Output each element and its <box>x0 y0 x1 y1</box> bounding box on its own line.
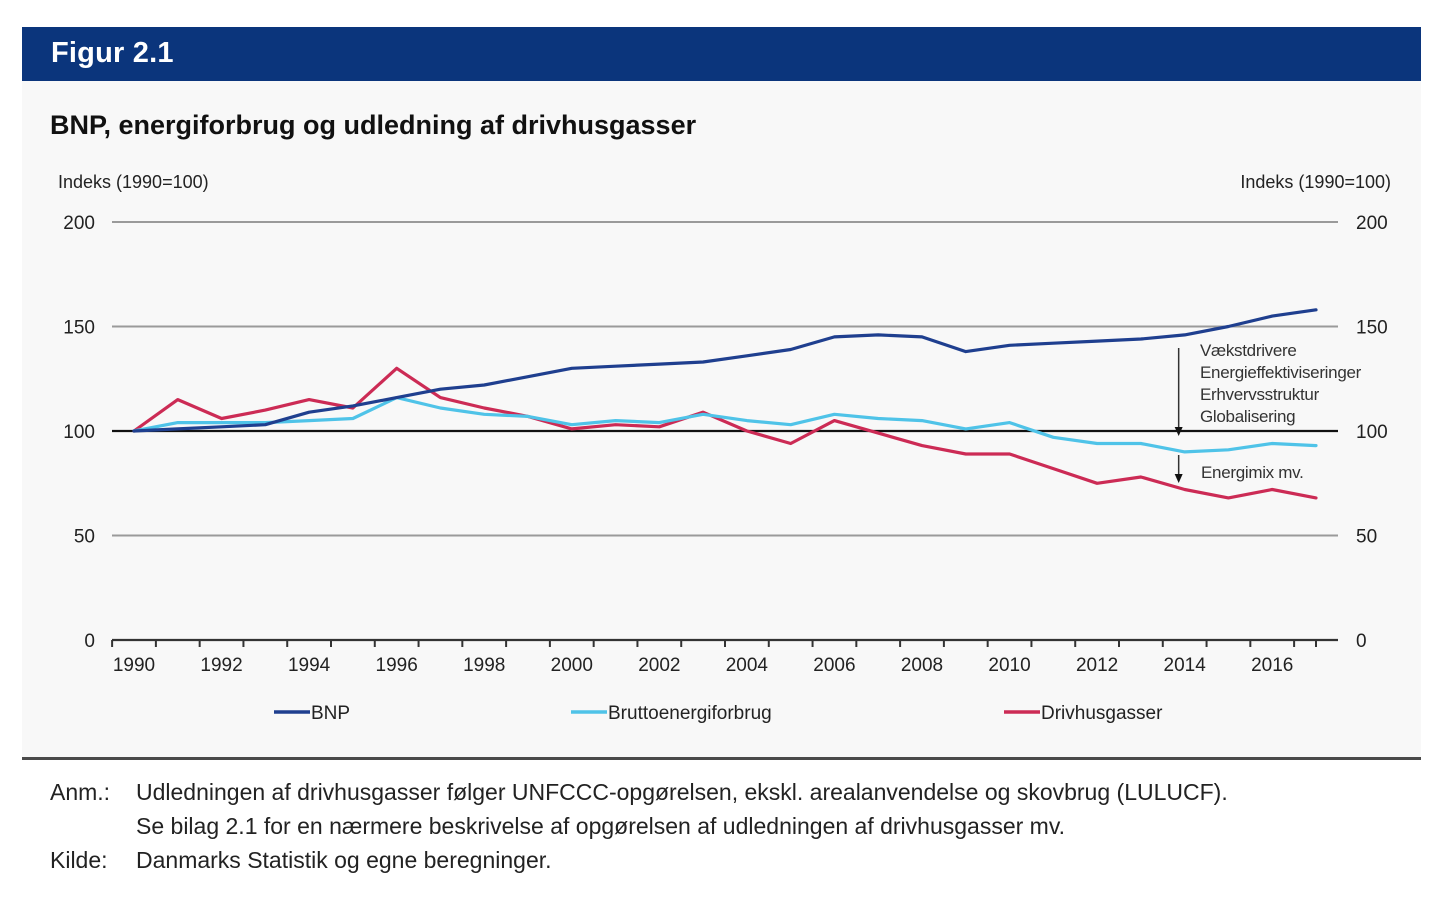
annotation-label: Energimix mv. <box>1201 463 1304 482</box>
y-tick-label-left: 100 <box>63 422 95 443</box>
x-tick-label: 2004 <box>726 655 769 676</box>
chart-title: BNP, energiforbrug og udledning af drivh… <box>50 110 697 140</box>
x-tick-label: 1992 <box>200 655 242 676</box>
notes: Anm.: Udledningen af drivhusgasser følge… <box>50 775 1228 877</box>
x-tick-label: 1994 <box>288 655 331 676</box>
annotation-label: Vækstdrivere <box>1200 341 1297 360</box>
x-tick-label: 1990 <box>113 655 155 676</box>
note-text-1: Udledningen af drivhusgasser følger UNFC… <box>136 779 1228 805</box>
annotation-label: Energieffektiviseringer <box>1200 363 1362 382</box>
y-tick-label-left: 150 <box>63 318 95 339</box>
x-tick-label: 1996 <box>376 655 418 676</box>
arrowhead-icon <box>1174 427 1183 436</box>
x-tick-label: 2002 <box>638 655 680 676</box>
x-tick-label: 2006 <box>813 655 855 676</box>
y-tick-label-right: 150 <box>1356 318 1388 339</box>
x-tick-label: 2000 <box>551 655 593 676</box>
annotation-label: Erhvervsstruktur <box>1200 385 1320 404</box>
y-tick-label-right: 100 <box>1356 422 1388 443</box>
note-text-2: Se bilag 2.1 for en nærmere beskrivelse … <box>136 813 1066 839</box>
annotation-label: Globalisering <box>1200 407 1295 426</box>
legend-label: Bruttoenergiforbrug <box>608 703 772 724</box>
y-tick-label-right: 50 <box>1356 527 1377 548</box>
x-tick-label: 2008 <box>901 655 943 676</box>
y-tick-label-left: 50 <box>74 527 95 548</box>
source-label: Kilde: <box>50 847 108 873</box>
x-tick-label: 2016 <box>1251 655 1293 676</box>
y-axis-label-right: Indeks (1990=100) <box>1240 172 1391 192</box>
legend-label: Drivhusgasser <box>1041 703 1163 724</box>
source-text: Danmarks Statistik og egne beregninger. <box>136 847 552 873</box>
legend-label: BNP <box>311 703 350 724</box>
note-label: Anm.: <box>50 779 111 805</box>
x-tick-label: 2014 <box>1164 655 1207 676</box>
x-tick-label: 1998 <box>463 655 505 676</box>
series-line-bnp <box>132 308 1318 433</box>
arrowhead-icon <box>1174 474 1183 483</box>
x-tick-label: 2012 <box>1076 655 1118 676</box>
figure-header: Figur 2.1 <box>22 27 1421 81</box>
y-axis-label-left: Indeks (1990=100) <box>58 172 209 192</box>
y-tick-label-left: 0 <box>84 631 95 652</box>
separator-line <box>22 757 1421 760</box>
x-tick-label: 2010 <box>988 655 1030 676</box>
y-tick-label-right: 200 <box>1356 213 1388 234</box>
figure-label: Figur 2.1 <box>51 37 174 69</box>
y-tick-label-right: 0 <box>1356 631 1367 652</box>
y-tick-label-left: 200 <box>63 213 95 234</box>
series-line-bruttoenergiforbrug <box>132 396 1318 454</box>
series-line-drivhusgasser <box>132 366 1318 500</box>
